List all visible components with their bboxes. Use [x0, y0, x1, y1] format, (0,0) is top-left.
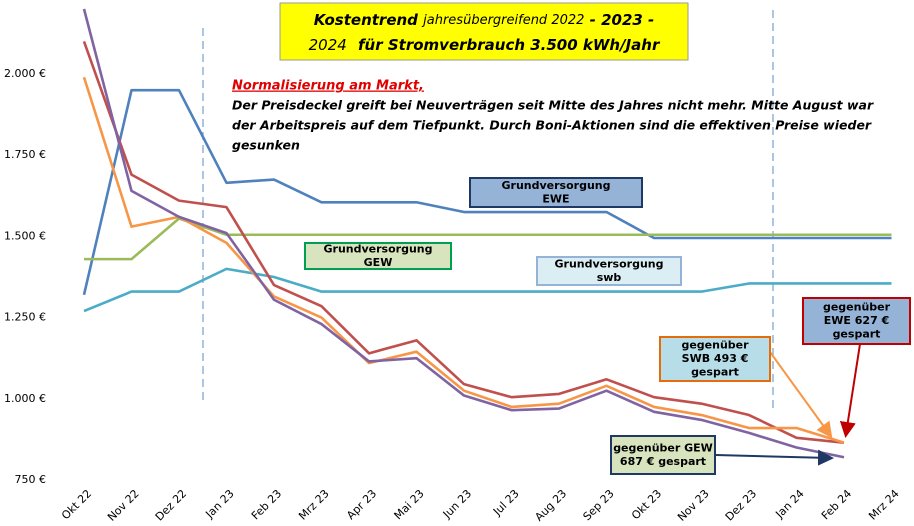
x-tick-label: Aug 23: [532, 487, 569, 524]
annotation-text: SWB 493 €: [682, 352, 749, 365]
x-tick-label: Okt 22: [59, 487, 94, 522]
annotation-text: gegenüber: [823, 301, 891, 314]
series-line: [82, 8, 845, 459]
y-tick-label: 1.250 €: [4, 311, 46, 324]
title-part: Kostentrend: [314, 11, 418, 29]
title-part: 2024: [309, 36, 347, 54]
annotation-text: gegenüber: [681, 339, 749, 352]
annotation-box: [659, 336, 771, 382]
x-tick-label: Feb 24: [819, 487, 854, 522]
annotation-box: [304, 242, 452, 270]
note-line: Der Preisdeckel greift bei Neuverträgen …: [232, 98, 874, 113]
note-line: gesunken: [232, 138, 300, 153]
annotation-text: EWE: [542, 192, 569, 205]
y-tick-label: 1.000 €: [4, 392, 46, 405]
annotation-text: EWE 627 €: [824, 314, 889, 327]
title-part: für Stromverbrauch 3.500 kWh/Jahr: [358, 36, 661, 54]
series-line: [82, 76, 845, 444]
chart-title: Kostentrend jahresübergreifend 2022 - 20…: [314, 11, 655, 29]
x-tick-label: Mrz 23: [296, 487, 332, 523]
series-line: [82, 41, 845, 444]
x-tick-label: Dez 23: [723, 487, 759, 523]
arrow: [715, 449, 834, 466]
title-box: [279, 2, 689, 61]
annotation-text: Grundversorgung: [555, 257, 664, 270]
y-tick-label: 2.000 €: [4, 67, 46, 80]
annotation-text: swb: [597, 271, 622, 284]
y-tick-label: 750 €: [15, 473, 47, 486]
x-tick-label: Jul 23: [490, 487, 522, 519]
annotation-box: [536, 256, 682, 286]
annotation-text: Grundversorgung: [324, 242, 433, 255]
plot: 750 € 1.000 € 1.250 € 1.500 € 1.750 € 2.000 €…: [4, 8, 902, 524]
y-tick-label: 1.500 €: [4, 229, 46, 242]
annotation-text: gespart: [833, 328, 881, 341]
annotation-box: [610, 435, 716, 475]
series-line: [83, 267, 892, 313]
annotation-text: 687 € gespart: [620, 455, 706, 468]
x-tick-label: Nov 23: [675, 487, 712, 524]
x-tick-label: Mrz 24: [866, 487, 902, 523]
title-part: - 2023 -: [590, 11, 655, 29]
annotation-box: [802, 297, 911, 345]
annotation-text: gegenüber GEW: [613, 441, 713, 454]
x-tick-label: Jan 24: [772, 487, 806, 521]
chart-title: 2024 für Stromverbrauch 3.500 kWh/Jahr: [309, 36, 661, 54]
arrow: [839, 343, 861, 438]
title-part: jahresübergreifend 2022: [421, 13, 584, 28]
annotation-text: gespart: [691, 366, 739, 379]
annotation-box: [469, 177, 643, 208]
note-heading: Normalisierung am Markt,: [232, 79, 424, 94]
x-tick-label: Jan 23: [202, 487, 236, 521]
x-tick-label: Mai 23: [392, 487, 427, 522]
x-tick-label: Dez 22: [153, 487, 189, 523]
x-tick-label: Nov 22: [105, 487, 142, 524]
x-tick-label: Jun 23: [440, 487, 474, 521]
x-tick-label: Feb 23: [249, 487, 284, 522]
annotation-text: GEW: [364, 256, 393, 269]
series-line: [82, 88, 892, 296]
annotation-text: Grundversorgung: [502, 179, 611, 192]
series-line: [84, 217, 892, 261]
arrow: [769, 351, 833, 439]
x-tick-label: Apr 23: [344, 487, 379, 522]
x-tick-label: Okt 23: [629, 487, 664, 522]
note-line: der Arbeitspreis auf dem Tiefpunkt. Durc…: [232, 118, 872, 133]
x-tick-label: Sep 23: [581, 487, 617, 523]
y-tick-label: 1.750 €: [4, 148, 46, 161]
